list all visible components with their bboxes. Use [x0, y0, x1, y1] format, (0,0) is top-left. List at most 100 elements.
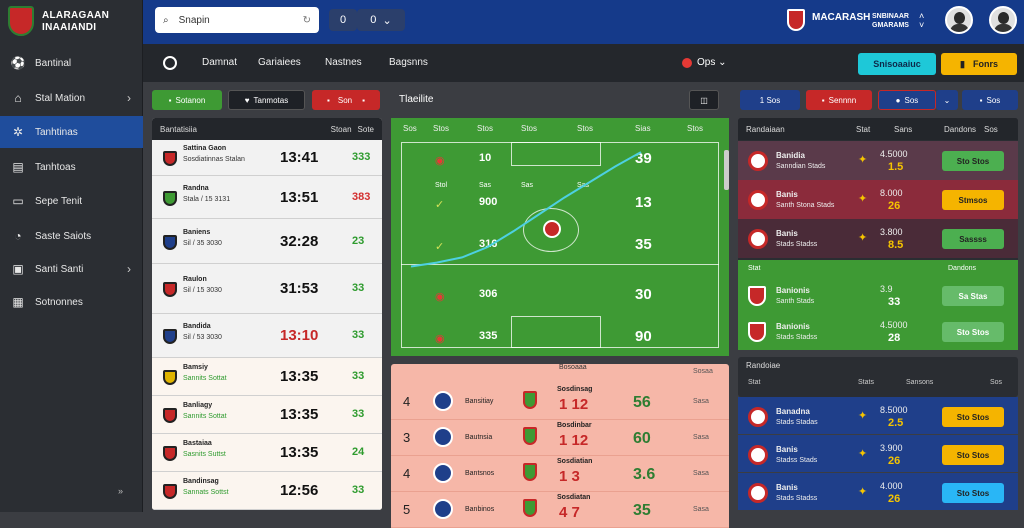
tag-icon: ▪ [979, 95, 983, 105]
sidebar-item-label: Sepe Tenit [35, 195, 83, 207]
sidebar-item-teams[interactable]: ▤ Tanhtoas [0, 151, 143, 183]
odds-value[interactable]: 33 [352, 370, 365, 382]
match-marker-icon[interactable] [543, 220, 561, 238]
fixture-odds[interactable]: Sasa [693, 398, 709, 405]
odds-row[interactable]: Banidia Sanndian Stads ✦ 4.5000 1.5 Sto Stos [738, 141, 1018, 180]
table-row[interactable]: Bastaiaa Sasnits Suttst 13:35 24 [152, 434, 382, 472]
dropdown-button[interactable]: ⌄ [936, 90, 958, 110]
search-input[interactable]: ⌕ Snapin ↻ [155, 7, 319, 33]
team-name: Sosdiatian [557, 458, 593, 465]
yellow-action-button[interactable]: ▮ Fonrs [941, 53, 1017, 75]
odds-value[interactable]: 383 [352, 190, 371, 203]
table-row[interactable]: Bandida Sil / 53 3030 13:10 33 [152, 314, 382, 358]
odds-secondary: 26 [888, 455, 901, 467]
status-icon: ✦ [858, 193, 868, 205]
fixture-odds[interactable]: Sasa [693, 506, 709, 513]
filter-r2-button[interactable]: ▪ Sennnn [806, 90, 872, 110]
table-row[interactable]: Banliagy Sannits Sottat 13:35 33 [152, 396, 382, 434]
sidebar-item-setup[interactable]: ▭ Sepe Tenit [0, 185, 143, 217]
sidebar-item-label: Stal Mation [35, 92, 86, 104]
account-menu-icon[interactable]: ˄ ˅ [919, 11, 925, 30]
odds-row[interactable]: Banadna Stads Stadas ✦ 8.5000 2.5 Sto Stos [738, 397, 1018, 434]
bet-button[interactable]: Sto Stos [942, 445, 1004, 465]
button-label: Sos [904, 95, 919, 105]
live-dropdown[interactable]: Ops ⌄ [697, 57, 727, 68]
team-name: Baniens [183, 228, 211, 236]
match-score: 12:56 [280, 482, 319, 499]
odds-value[interactable]: 33 [352, 329, 365, 341]
toggle-button-1[interactable]: 0 [329, 9, 357, 31]
filter-red-button[interactable]: ▪ Son ▪ [312, 90, 380, 110]
bet-button[interactable]: Sa Stas [942, 286, 1004, 306]
back-icon[interactable] [163, 56, 177, 70]
sidebar-item-more[interactable]: ▦ Sotnonnes [0, 286, 143, 318]
fixture-row[interactable]: 3 Bautnsia Bosdinbar 1 12 60 Sasa [391, 420, 729, 456]
table-row[interactable]: Bandinsag Sannats Sottst 12:56 33 [152, 472, 382, 510]
toggle-button-2[interactable]: 0 ⌄ [357, 9, 405, 31]
pitch-stat: 35 [635, 236, 652, 253]
fixture-row[interactable]: 5 Banbinos Sosdiatan 4 7 35 Sasa [391, 492, 729, 528]
odds-row[interactable]: Banis Stads Stadss ✦ 3.800 8.5 Sassss [738, 219, 1018, 258]
filter-dark-button[interactable]: ♥ Tanmotas [228, 90, 305, 110]
odds-row[interactable]: Banis Stads Stadss ✦ 4.000 26 Sto Stos [738, 473, 1018, 510]
team-crest-icon [748, 286, 766, 306]
refresh-icon[interactable]: ↻ [302, 14, 311, 26]
filter-r1-button[interactable]: 1 Sos [740, 90, 800, 110]
bet-button[interactable]: Sto Stos [942, 483, 1004, 503]
panel-header-title: Randaiaan [746, 124, 785, 134]
tab-games[interactable]: Gariaiees [258, 57, 301, 68]
avatar[interactable] [945, 6, 973, 34]
collapse-icon[interactable]: » [118, 486, 124, 496]
sidebar-item-dashboard[interactable]: ⚽ Bantinal [0, 47, 143, 79]
tab-matches[interactable]: Nastnes [325, 57, 362, 68]
bet-button[interactable]: Sto Stos [942, 407, 1004, 427]
pitch-line [401, 264, 719, 265]
cyan-action-button[interactable]: Snisoaaiuc [858, 53, 936, 75]
sidebar-item-tactics[interactable]: ✲ Tanhtinas [0, 116, 143, 148]
fixture-odds[interactable]: Sasa [693, 434, 709, 441]
fixture-odds[interactable]: Sasa [693, 470, 709, 477]
pitch-field[interactable]: Sos Stos Stos Stos Stos Sias Stos ◉ 10 39 ✓ 900 13 ✓… [391, 118, 729, 356]
bet-button[interactable]: Sassss [942, 229, 1004, 249]
standings-panel: Bantatisiia Stoan Sote Sattina Gaon Sosdi… [152, 118, 382, 510]
filter-green-button[interactable]: ▪ Sotanon [152, 90, 222, 110]
team-name: Bansitiay [465, 398, 494, 405]
bet-button[interactable]: Sto Stos [942, 322, 1004, 342]
odds-row[interactable]: Banis Stadss Stads ✦ 3.900 26 Sto Stos [738, 435, 1018, 472]
sidebar-item-stadium[interactable]: ⌂ Stal Mation › [0, 82, 143, 114]
odds-value[interactable]: 33 [352, 282, 365, 294]
odds-value[interactable]: 23 [352, 234, 365, 247]
odds-value[interactable]: 333 [352, 151, 371, 163]
odds-row[interactable]: Banionis Stads Stadss 4.5000 28 Sto Stos [738, 314, 1018, 350]
sidebar-item-stats[interactable]: ◔ Saste Saiots [0, 220, 143, 252]
table-row[interactable]: Baniens Sil / 35 3030 32:28 23 [152, 219, 382, 264]
bet-button[interactable]: Stmsos [942, 190, 1004, 210]
fixture-row[interactable]: 4 Bantsnos Sosdiatian 1 3 3.6 Sasa [391, 456, 729, 492]
scrollbar[interactable] [724, 150, 729, 190]
team-crest-icon [748, 229, 768, 249]
table-row[interactable]: Sattina Gaon Sosdiatinnas Stalan 13:41 333 [152, 140, 382, 176]
avatar-secondary[interactable] [989, 6, 1017, 34]
team-crest-icon [523, 463, 537, 481]
odds-value[interactable]: 33 [352, 484, 365, 496]
table-row[interactable]: Randna Stala / 15 3131 13:51 383 [152, 176, 382, 219]
filter-r3-button[interactable]: ● Sos [878, 90, 936, 110]
odds-row[interactable]: Banis Santh Stona Stads ✦ 8.000 26 Stmsos [738, 180, 1018, 219]
pitch-col-header: Stos [477, 124, 494, 133]
filter-r4-button[interactable]: ▪ Sos [962, 90, 1018, 110]
team-name: Banliagy [183, 402, 213, 409]
sidebar-item-settings[interactable]: ▣ Santi Santi › [0, 253, 143, 285]
fixture-score: 1 12 [559, 396, 589, 413]
odds-value[interactable]: 24 [352, 446, 365, 458]
tab-general[interactable]: Damnat [202, 57, 237, 68]
odds-value[interactable]: 33 [352, 408, 365, 420]
tab-players[interactable]: Bagsnns [389, 57, 428, 68]
bet-button[interactable]: Sto Stos [942, 151, 1004, 171]
table-row[interactable]: Bamsiy Sannits Sottat 13:35 33 [152, 358, 382, 396]
fixture-row[interactable]: 4 Bansitiay Sosdinsag 1 12 56 Sasa [391, 384, 729, 420]
view-toggle-button[interactable]: ◫ [689, 90, 719, 110]
pitch-col-header: Stos [521, 124, 538, 133]
table-row[interactable]: Raulon Sil / 15 3030 31:53 33 [152, 264, 382, 314]
odds-secondary: 2.5 [888, 417, 904, 429]
odds-row[interactable]: Banionis Santh Stads 3.9 33 Sa Stas [738, 278, 1018, 314]
